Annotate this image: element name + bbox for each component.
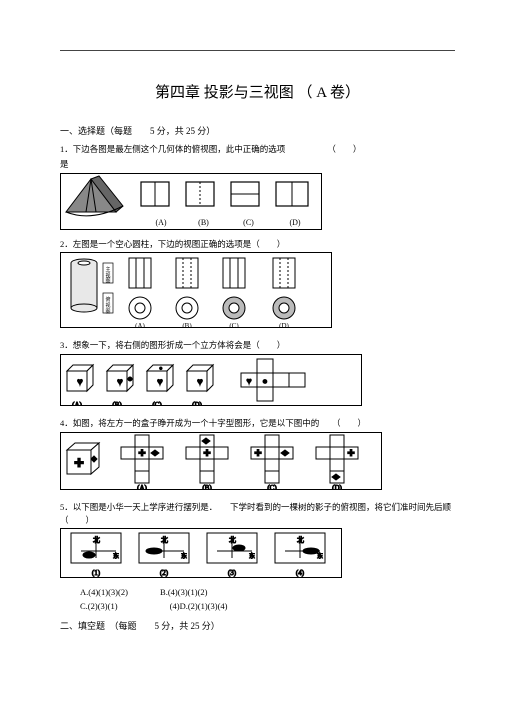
svg-text:♥: ♥ <box>197 377 203 388</box>
svg-text:✚: ✚ <box>138 448 146 458</box>
q4-text: 4．如图，将左方一的盒子睁开成为一个十字型图形，它是以下图中的 （ ） <box>60 417 455 430</box>
svg-text:图: 图 <box>105 309 110 315</box>
svg-text:主: 主 <box>105 266 110 273</box>
svg-text:♥: ♥ <box>117 377 123 388</box>
opt-a: A.(4)(1)(3)(2) <box>80 587 128 597</box>
svg-text:(C): (C) <box>267 484 277 489</box>
svg-text:♥: ♥ <box>246 376 251 386</box>
section-2-head: 二、填空题 （每题 5 分，共 25 分） <box>60 619 455 632</box>
label-a: (A) <box>141 218 181 227</box>
svg-text:♥: ♥ <box>77 377 83 388</box>
q1-line: 1．下边各图是最左侧这个几何体的俯视图，此中正确的选项 <box>60 144 285 154</box>
label-c: (C) <box>226 218 271 227</box>
q5-figure: 北 东 (1) 北 东 (2) <box>60 528 455 583</box>
q5-text: 5．以下图是小华一天上学序进行摆列是． 下学时看到的一棵树的影子的俯视图，将它们… <box>60 501 455 527</box>
svg-text:(A): (A) <box>135 322 145 327</box>
svg-text:✚: ✚ <box>203 448 211 458</box>
q5-options-1: A.(4)(1)(3)(2) B.(4)(3)(1)(2) <box>80 587 455 597</box>
svg-text:东: 东 <box>249 552 255 560</box>
svg-text:(B): (B) <box>182 322 192 327</box>
svg-text:(D): (D) <box>332 484 342 489</box>
svg-text:视: 视 <box>105 272 110 279</box>
q2-text: 2．左图是一个空心圆柱，下边的视图正确的选项是（ ） <box>60 238 455 251</box>
svg-text:东: 东 <box>113 552 119 560</box>
page-title: 第四章 投影与三视图 （ A 卷） <box>60 81 455 102</box>
label-d: (D) <box>271 218 319 227</box>
q1-figure: (A) (B) (C) (D) <box>60 173 455 232</box>
svg-text:●: ● <box>159 366 163 372</box>
q1-text-1: 1．下边各图是最左侧这个几何体的俯视图，此中正确的选项 （ ） <box>60 143 455 156</box>
svg-text:(D): (D) <box>192 401 202 405</box>
q1-blank: （ ） <box>327 144 361 154</box>
svg-text:(C): (C) <box>152 401 162 405</box>
svg-text:(A): (A) <box>72 401 82 405</box>
svg-text:东: 东 <box>181 552 187 560</box>
svg-text:(1): (1) <box>92 569 101 577</box>
q5-options-2: C.(2)(3)(1) (4)D.(2)(1)(3)(4) <box>80 601 455 611</box>
q1-text-2: 是 <box>60 158 455 171</box>
q3-text: 3．想象一下，将右侧的图形折成一个立方体将会是（ ） <box>60 339 455 352</box>
svg-text:(B): (B) <box>112 401 122 405</box>
opt-d: (4)D.(2)(1)(3)(4) <box>170 601 228 611</box>
q4-figure: ✚ ✚ (A) ✚ (B) <box>60 432 455 495</box>
svg-text:图: 图 <box>105 278 110 284</box>
q2-figure: 主 视 图 俯 视 图 (A) <box>60 252 455 333</box>
svg-text:✚: ✚ <box>74 456 84 470</box>
svg-text:✚: ✚ <box>347 448 355 458</box>
svg-text:(A): (A) <box>137 484 147 489</box>
svg-text:(3): (3) <box>228 569 237 577</box>
opt-b: B.(4)(3)(1)(2) <box>160 587 207 597</box>
opt-c: C.(2)(3)(1) <box>80 601 118 611</box>
svg-text:✚: ✚ <box>254 448 262 458</box>
svg-text:(C): (C) <box>229 322 239 327</box>
svg-text:(D): (D) <box>279 322 289 327</box>
section-1-head: 一、选择题（每题 5 分，共 25 分） <box>60 124 455 137</box>
svg-text:俯: 俯 <box>105 296 110 303</box>
q3-figure: ♥ (A) ♥ (B) ♥ ● (C) ♥ <box>60 354 455 411</box>
svg-text:●: ● <box>262 376 267 386</box>
svg-text:♥: ♥ <box>157 377 163 388</box>
svg-text:视: 视 <box>105 302 110 309</box>
svg-text:(2): (2) <box>160 569 169 577</box>
svg-text:(B): (B) <box>202 484 212 489</box>
label-b: (B) <box>181 218 226 227</box>
svg-text:(4): (4) <box>296 569 305 577</box>
